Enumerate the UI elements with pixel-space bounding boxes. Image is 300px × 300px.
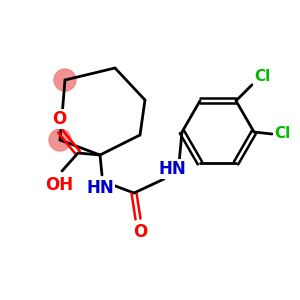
Circle shape (49, 129, 71, 151)
Text: HN: HN (86, 179, 114, 197)
Text: O: O (133, 223, 147, 241)
Text: O: O (52, 110, 66, 128)
Text: OH: OH (45, 176, 73, 194)
Text: Cl: Cl (274, 127, 290, 142)
Text: Cl: Cl (254, 69, 270, 84)
Text: HN: HN (158, 160, 186, 178)
Circle shape (54, 69, 76, 91)
